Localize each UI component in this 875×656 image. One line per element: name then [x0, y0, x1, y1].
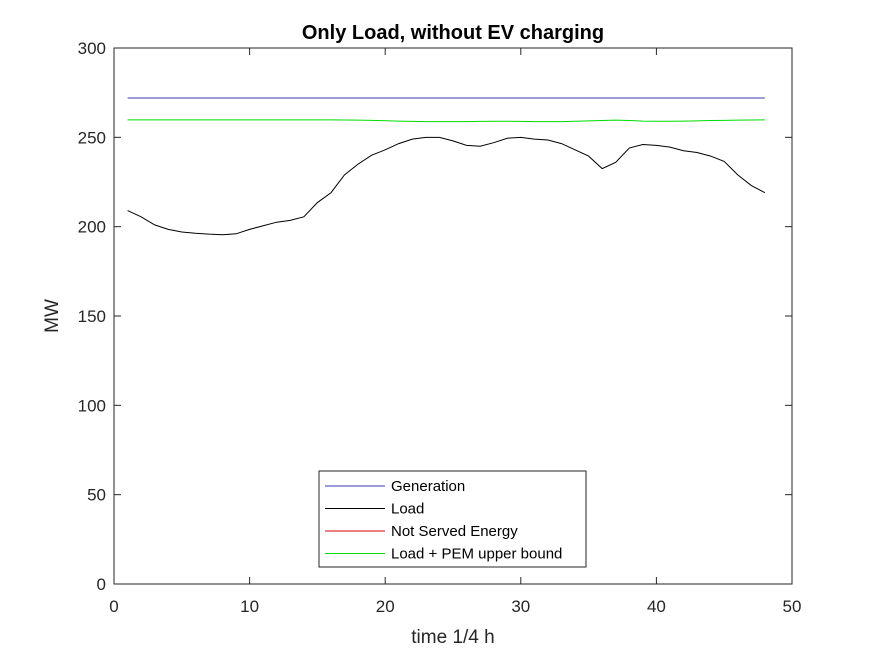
legend-label: Generation	[391, 478, 465, 495]
y-tick-label: 200	[78, 218, 106, 237]
x-axis-label: time 1/4 h	[411, 627, 494, 648]
x-tick-label: 40	[647, 597, 666, 616]
series-line-4	[127, 119, 765, 123]
legend-label: Load + PEM upper bound	[391, 546, 562, 563]
y-tick-label: 150	[78, 307, 106, 326]
legend-box	[318, 470, 587, 568]
y-tick-label: 100	[78, 396, 106, 415]
axes-layer: 0 10 20 30 40 50 0 50 100 150 200 250 300	[78, 39, 802, 616]
legend-label: Load	[391, 501, 424, 518]
legend: Generation Load Not Served Energy Load + PE…	[318, 470, 587, 568]
x-tick-label: 10	[240, 597, 259, 616]
legend-label: Not Served Energy	[391, 523, 518, 540]
x-tick-label: 20	[376, 597, 395, 616]
chart-title: Only Load, without EV charging	[302, 22, 604, 44]
y-tick-label: 250	[78, 128, 106, 147]
y-axis-label: MW	[42, 299, 63, 333]
y-tick-label: 0	[97, 575, 106, 594]
y-tick-label: 300	[78, 39, 106, 58]
x-tick-label: 0	[109, 597, 118, 616]
y-tick-label: 50	[87, 486, 106, 505]
x-tick-label: 50	[783, 597, 802, 616]
x-tick-label: 30	[511, 597, 530, 616]
series-line-2	[127, 136, 766, 236]
